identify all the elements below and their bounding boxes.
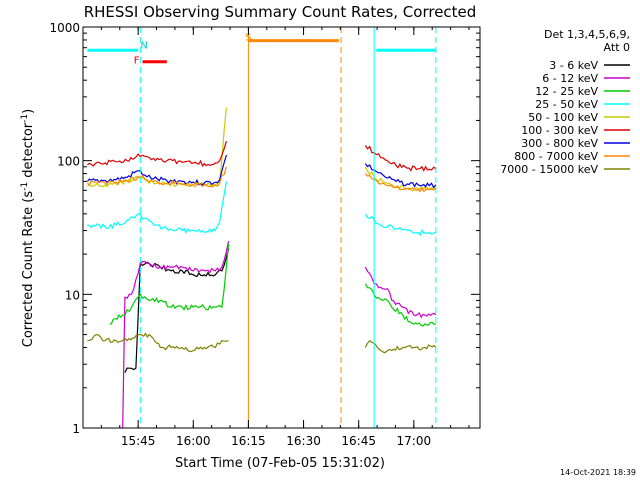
legend-entry-label: 100 - 300 keV — [521, 124, 598, 137]
legend-entry-label: 12 - 25 keV — [535, 85, 598, 98]
x-tick-label: 16:30 — [286, 434, 321, 448]
series-line-0 — [124, 248, 230, 373]
y-axis-label-sup2: -1 — [20, 114, 30, 123]
flag-label-1: F — [134, 55, 140, 66]
x-tick-label: 16:00 — [176, 434, 211, 448]
y-tick-label: 1000 — [49, 21, 80, 35]
legend-entry-label: 50 - 100 keV — [528, 111, 598, 124]
series-line-7 — [86, 166, 437, 193]
chart-title: RHESSI Observing Summary Count Rates, Co… — [84, 3, 477, 21]
x-tick-label: 17:00 — [397, 434, 432, 448]
x-tick-label: 16:45 — [341, 434, 376, 448]
y-axis-label: Corrected Count Rate (s-1 detector-1) — [20, 109, 36, 347]
legend-entry-label: 800 - 7000 keV — [514, 150, 598, 163]
legend-header-1: Det 1,3,4,5,6,9, — [544, 28, 630, 41]
legend-header-2: Att 0 — [604, 41, 630, 54]
y-tick-label: 100 — [57, 155, 80, 169]
plot-area: NF S — [86, 27, 437, 429]
plot-frame — [82, 26, 481, 429]
series-line-2 — [109, 243, 436, 327]
legend-entry-label: 6 - 12 keV — [542, 72, 598, 85]
x-axis-label: Start Time (07-Feb-05 15:31:02) — [175, 456, 385, 471]
series-line-4 — [87, 107, 436, 192]
legend-entry-label: 25 - 50 keV — [535, 98, 598, 111]
series-line-8 — [87, 332, 437, 354]
series-line-3 — [87, 181, 437, 237]
flag-label-2: S — [245, 33, 251, 44]
axes: 15:45 16:00 16:15 16:30 16:45 17:00 1 10 100 1000 — [49, 21, 481, 448]
series-line-6 — [86, 154, 437, 189]
legend-entry-label: 3 - 6 keV — [549, 59, 598, 72]
series-line-5 — [87, 140, 437, 172]
y-axis-label-main: Corrected Count Rate (s — [21, 191, 36, 348]
y-axis-label-mid: detector — [21, 122, 36, 182]
series-line-1 — [122, 240, 437, 429]
y-axis-label-close: ) — [21, 109, 36, 114]
y-tick-label: 10 — [65, 288, 80, 302]
legend-entry-label: 7000 - 15000 keV — [500, 163, 598, 176]
flag-label-0: N — [140, 41, 147, 52]
y-axis-label-sup1: -1 — [20, 182, 30, 191]
timestamp: 14-Oct-2021 18:39 — [560, 468, 636, 477]
y-tick-label: 1 — [72, 422, 80, 436]
legend-entry-label: 300 - 800 keV — [521, 137, 598, 150]
x-tick-label: 16:15 — [231, 434, 266, 448]
x-tick-label: 15:45 — [121, 434, 156, 448]
